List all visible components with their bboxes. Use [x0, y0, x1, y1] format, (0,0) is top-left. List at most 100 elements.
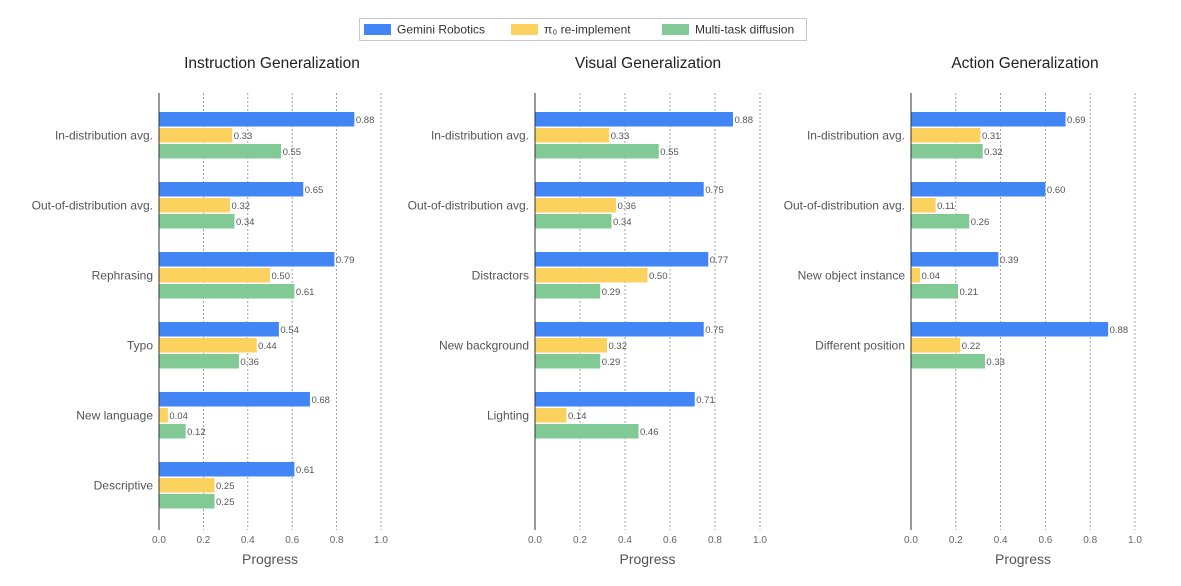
bar-value-label: 0.33 — [611, 131, 630, 142]
bar-value-label: 0.77 — [710, 255, 729, 266]
bar-gemini — [159, 112, 355, 127]
bar-value-label: 0.22 — [962, 341, 981, 352]
x-tick-label: 0.8 — [330, 535, 344, 546]
bar-gemini — [535, 252, 709, 267]
bar-value-label: 0.68 — [311, 395, 330, 406]
legend-frame — [359, 18, 807, 41]
category-label: In-distribution avg. — [55, 128, 153, 142]
bar-diffusion — [911, 214, 970, 229]
bar-value-label: 0.61 — [296, 465, 315, 476]
bar-gemini — [159, 252, 335, 267]
category-label: New language — [76, 408, 153, 422]
bar-value-label: 0.34 — [613, 217, 632, 228]
category-label: Out-of-distribution avg. — [784, 198, 905, 212]
bar-value-label: 0.04 — [169, 411, 188, 422]
x-tick-label: 1.0 — [374, 535, 388, 546]
category-label: New object instance — [798, 268, 906, 282]
legend-swatch-gemini — [364, 24, 391, 35]
panel-title: Visual Generalization — [575, 55, 721, 72]
bar-diffusion — [159, 354, 239, 369]
bar-pi0 — [159, 268, 270, 283]
category-label: Rephrasing — [92, 268, 153, 282]
bar-pi0 — [535, 408, 567, 423]
bar-value-label: 0.33 — [234, 131, 253, 142]
bar-value-label: 0.79 — [336, 255, 355, 266]
bar-value-label: 0.32 — [232, 201, 251, 212]
x-tick-label: 0.0 — [528, 535, 542, 546]
x-tick-label: 0.2 — [196, 535, 210, 546]
bar-value-label: 0.29 — [602, 357, 621, 368]
bar-value-label: 0.75 — [705, 185, 724, 196]
bar-gemini — [911, 112, 1066, 127]
bar-gemini — [535, 112, 733, 127]
bar-pi0 — [911, 338, 961, 353]
bar-diffusion — [159, 284, 295, 299]
bar-gemini — [911, 182, 1046, 197]
legend: Gemini Robotics π₀ re-implement Multi-task… — [359, 18, 807, 41]
panel-1: Visual Generalization 0.88 0.33 0.55 In-dist… — [408, 55, 768, 567]
bar-gemini — [535, 182, 704, 197]
x-tick-label: 0.0 — [904, 535, 918, 546]
legend-swatch-diffusion — [662, 24, 689, 35]
bar-diffusion — [535, 354, 601, 369]
bar-diffusion — [535, 424, 639, 439]
x-tick-label: 0.4 — [994, 535, 1008, 546]
category-label: Out-of-distribution avg. — [408, 198, 529, 212]
bar-value-label: 0.12 — [187, 427, 206, 438]
bar-diffusion — [159, 424, 186, 439]
bar-diffusion — [535, 214, 612, 229]
legend-label-diffusion: Multi-task diffusion — [695, 23, 794, 37]
bar-value-label: 0.55 — [283, 147, 302, 158]
category-label: Different position — [815, 338, 905, 352]
bar-pi0 — [911, 198, 936, 213]
bar-value-label: 0.88 — [1110, 325, 1129, 336]
x-axis-label: Progress — [242, 551, 298, 567]
bar-value-label: 0.31 — [982, 131, 1001, 142]
bar-value-label: 0.36 — [618, 201, 637, 212]
bar-gemini — [159, 182, 304, 197]
bar-value-label: 0.36 — [240, 357, 258, 368]
bar-value-label: 0.55 — [660, 147, 679, 158]
bar-pi0 — [159, 408, 168, 423]
bar-value-label: 0.14 — [568, 411, 587, 422]
legend-label-pi0: π₀ re-implement — [544, 23, 631, 37]
bar-value-label: 0.71 — [696, 395, 715, 406]
bar-value-label: 0.44 — [258, 341, 277, 352]
bar-value-label: 0.75 — [705, 325, 724, 336]
bar-value-label: 0.32 — [609, 341, 628, 352]
bar-value-label: 0.04 — [921, 271, 940, 282]
category-label: Descriptive — [94, 478, 154, 492]
bar-value-label: 0.50 — [649, 271, 668, 282]
bar-gemini — [911, 322, 1109, 337]
x-tick-label: 1.0 — [753, 535, 767, 546]
bar-value-label: 0.61 — [296, 287, 315, 298]
bar-value-label: 0.60 — [1047, 185, 1066, 196]
bar-value-label: 0.11 — [937, 201, 955, 212]
category-label: Typo — [127, 338, 153, 352]
x-tick-label: 0.4 — [618, 535, 632, 546]
chart-panels: Instruction Generalization 0.88 0.33 0.55 In… — [32, 55, 1143, 567]
category-label: Lighting — [487, 408, 529, 422]
bar-value-label: 0.32 — [984, 147, 1003, 158]
bar-pi0 — [535, 128, 610, 143]
category-label: New background — [439, 338, 529, 352]
x-axis-label: Progress — [619, 551, 675, 567]
bar-diffusion — [535, 284, 601, 299]
legend-label-gemini: Gemini Robotics — [397, 23, 485, 37]
bar-gemini — [159, 392, 310, 407]
bar-value-label: 0.21 — [960, 287, 979, 298]
x-tick-label: 0.6 — [285, 535, 299, 546]
bar-value-label: 0.29 — [602, 287, 621, 298]
legend-swatch-pi0 — [511, 24, 538, 35]
bar-value-label: 0.46 — [640, 427, 659, 438]
category-label: Distractors — [472, 268, 529, 282]
panel-title: Action Generalization — [951, 55, 1098, 72]
bar-value-label: 0.26 — [971, 217, 990, 228]
bar-diffusion — [535, 144, 659, 159]
bar-diffusion — [159, 144, 282, 159]
bar-pi0 — [159, 198, 231, 213]
x-tick-label: 1.0 — [1128, 535, 1142, 546]
x-tick-label: 0.8 — [708, 535, 722, 546]
bar-value-label: 0.25 — [216, 481, 235, 492]
bar-pi0 — [159, 478, 215, 493]
